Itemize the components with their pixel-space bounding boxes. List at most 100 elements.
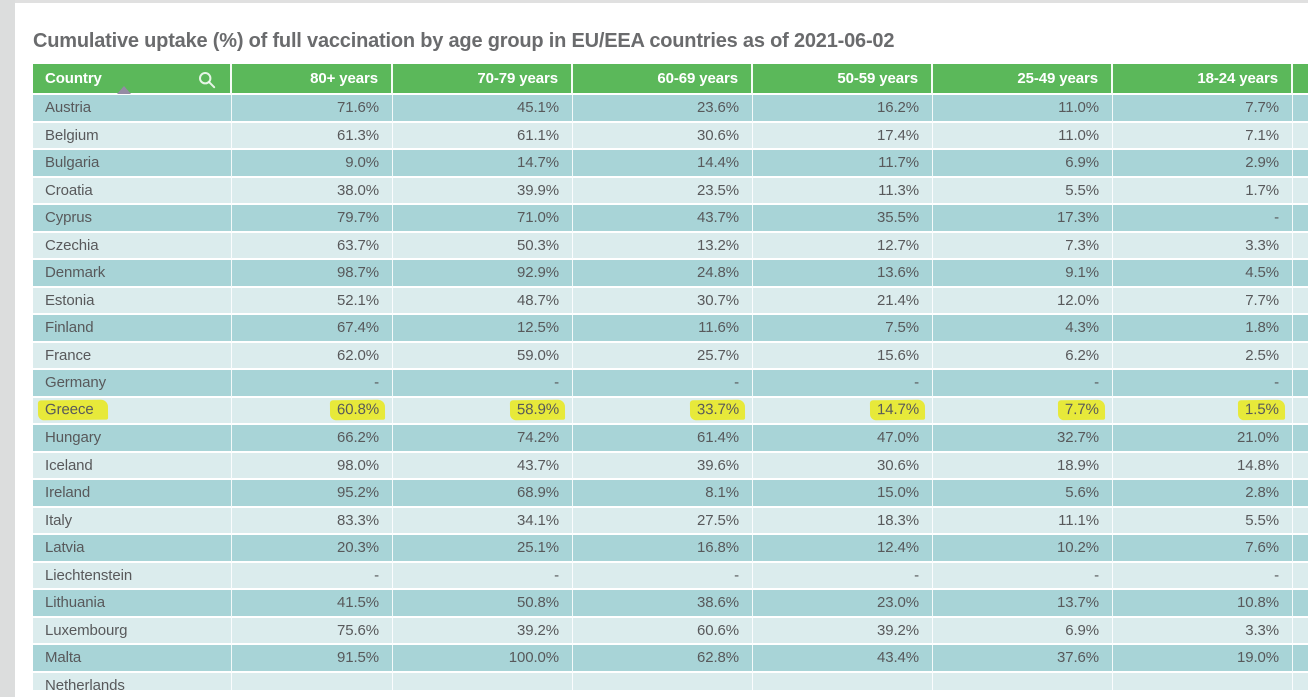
- value-cell: 4.5%: [1113, 260, 1293, 288]
- country-label: Germany: [45, 374, 106, 392]
- value-label: 41.5%: [336, 594, 379, 612]
- value-cell: [1113, 672, 1293, 690]
- value-cell: 12.4%: [753, 535, 933, 563]
- value-cell: 21.0%: [1113, 425, 1293, 453]
- table-row: France 62.0% 59.0% 25.7% 15.6% 6.2% 2.5%: [33, 342, 1308, 370]
- column-header-70-79[interactable]: 70-79 years: [393, 64, 573, 95]
- value-label: 13.6%: [876, 264, 919, 282]
- value-label: 16.2%: [876, 99, 919, 117]
- value-label: 7.3%: [1065, 236, 1099, 254]
- value-label: 17.3%: [1056, 209, 1099, 227]
- country-label: Hungary: [45, 429, 101, 447]
- value-label: 8.1%: [705, 484, 739, 502]
- value-cell: 11.1%: [933, 507, 1113, 535]
- column-header-country[interactable]: Country: [33, 64, 232, 95]
- clipped-cell: [1293, 617, 1308, 645]
- country-label: Malta: [45, 649, 82, 667]
- value-cell: 61.4%: [573, 425, 753, 453]
- value-label: 68.9%: [516, 484, 559, 502]
- country-cell: Latvia: [33, 535, 232, 563]
- column-header-18-24[interactable]: 18-24 years: [1113, 64, 1293, 95]
- column-header-80plus[interactable]: 80+ years: [232, 64, 393, 95]
- value-cell: -: [933, 370, 1113, 398]
- country-cell: Liechtenstein: [33, 562, 232, 590]
- value-label: 61.3%: [336, 126, 379, 144]
- clipped-cell: [1293, 370, 1308, 398]
- value-label: 30.6%: [696, 126, 739, 144]
- value-label: 7.7%: [1245, 99, 1279, 117]
- value-label: 2.8%: [1245, 484, 1279, 502]
- value-cell: 67.4%: [232, 315, 393, 343]
- country-label: Belgium: [45, 126, 99, 144]
- country-label: Estonia: [45, 291, 95, 309]
- value-label: -: [1274, 209, 1279, 227]
- value-cell: 14.7%: [753, 397, 933, 425]
- value-cell: -: [232, 562, 393, 590]
- table-body: Austria 71.6% 45.1% 23.6% 16.2% 11.0% 7.7% Be…: [33, 95, 1308, 690]
- value-cell: [573, 672, 753, 690]
- column-header-25-49[interactable]: 25-49 years: [933, 64, 1113, 95]
- value-label: 9.0%: [345, 154, 379, 172]
- page-title: Cumulative uptake (%) of full vaccinatio…: [33, 30, 895, 52]
- value-label: 4.5%: [1245, 264, 1279, 282]
- value-cell: 6.2%: [933, 342, 1113, 370]
- value-cell: [753, 672, 933, 690]
- value-cell: 7.7%: [933, 397, 1113, 425]
- value-label: 14.7%: [869, 399, 926, 421]
- value-cell: 14.7%: [393, 150, 573, 178]
- column-header-clipped: [1293, 64, 1308, 95]
- table-row: Denmark 98.7% 92.9% 24.8% 13.6% 9.1% 4.5%: [33, 260, 1308, 288]
- country-cell: Austria: [33, 95, 232, 123]
- value-cell: 18.9%: [933, 452, 1113, 480]
- clipped-cell: [1293, 315, 1308, 343]
- value-label: -: [554, 374, 559, 392]
- country-label: Liechtenstein: [45, 566, 133, 584]
- value-cell: 2.8%: [1113, 480, 1293, 508]
- value-cell: 25.1%: [393, 535, 573, 563]
- value-cell: 15.6%: [753, 342, 933, 370]
- table-row: Croatia 38.0% 39.9% 23.5% 11.3% 5.5% 1.7%: [33, 177, 1308, 205]
- value-cell: 10.8%: [1113, 590, 1293, 618]
- table-row: Finland 67.4% 12.5% 11.6% 7.5% 4.3% 1.8%: [33, 315, 1308, 343]
- value-label: 5.6%: [1065, 484, 1099, 502]
- value-label: 39.6%: [696, 456, 739, 474]
- clipped-cell: [1293, 150, 1308, 178]
- value-cell: -: [1113, 562, 1293, 590]
- value-label: 43.7%: [516, 456, 559, 474]
- value-cell: 30.6%: [573, 122, 753, 150]
- value-label: 6.9%: [1065, 621, 1099, 639]
- value-cell: 48.7%: [393, 287, 573, 315]
- value-label: 5.5%: [1065, 181, 1099, 199]
- value-label: 1.5%: [1238, 400, 1286, 421]
- country-cell: Netherlands: [33, 672, 232, 690]
- column-header-50-59[interactable]: 50-59 years: [753, 64, 933, 95]
- clipped-cell: [1293, 480, 1308, 508]
- value-cell: 11.0%: [933, 122, 1113, 150]
- value-label: 25.1%: [516, 539, 559, 557]
- value-label: 5.5%: [1245, 511, 1279, 529]
- value-cell: 83.3%: [232, 507, 393, 535]
- value-label: -: [1274, 566, 1279, 584]
- clipped-cell: [1293, 342, 1308, 370]
- value-label: 11.0%: [1058, 99, 1099, 117]
- value-cell: 34.1%: [393, 507, 573, 535]
- value-cell: 12.7%: [753, 232, 933, 260]
- value-cell: 59.0%: [393, 342, 573, 370]
- value-label: 47.0%: [876, 429, 919, 447]
- value-cell: -: [393, 370, 573, 398]
- value-cell: 35.5%: [753, 205, 933, 233]
- value-cell: 7.6%: [1113, 535, 1293, 563]
- window-top-edge: [0, 0, 1308, 3]
- country-label: Austria: [45, 99, 91, 117]
- column-header-60-69[interactable]: 60-69 years: [573, 64, 753, 95]
- value-cell: 71.0%: [393, 205, 573, 233]
- value-label: 1.7%: [1245, 181, 1279, 199]
- value-label: 50.8%: [516, 594, 559, 612]
- search-icon[interactable]: [198, 71, 216, 89]
- value-label: 11.7%: [878, 154, 919, 172]
- value-label: 38.0%: [336, 181, 379, 199]
- value-label: 18.9%: [1056, 456, 1099, 474]
- value-cell: 33.7%: [573, 397, 753, 425]
- value-cell: 25.7%: [573, 342, 753, 370]
- value-label: 18.3%: [876, 511, 919, 529]
